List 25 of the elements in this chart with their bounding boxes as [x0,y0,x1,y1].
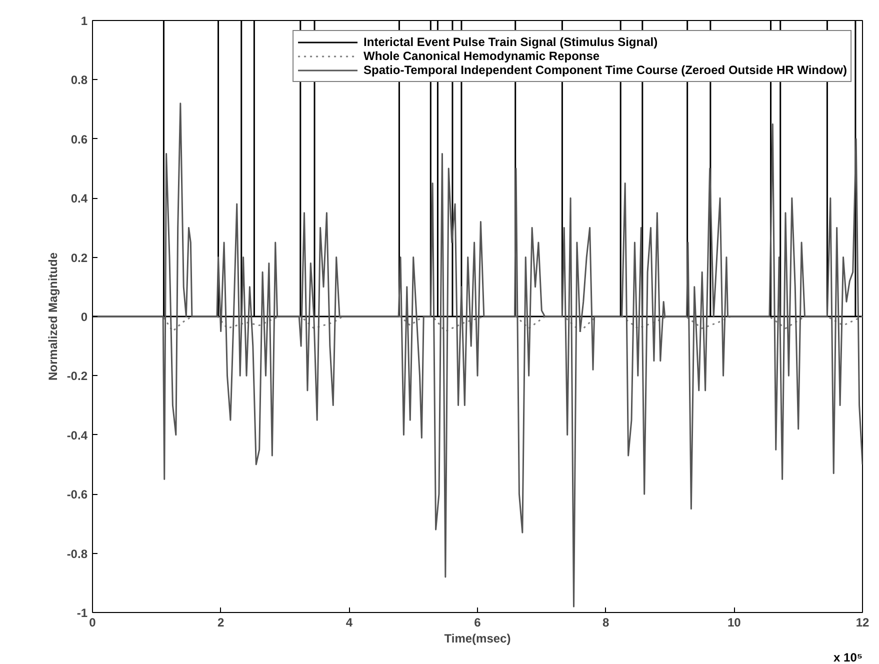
y-tick-label: -0.2 [66,369,88,384]
y-tick-label: -0.6 [66,488,88,502]
y-tick-label: -0.4 [66,428,88,442]
y-tick-label: -1 [76,606,88,620]
x-tick-label: 6 [474,616,482,630]
legend-label: Spatio-Temporal Independent Component Time Course (Zeroed Outside HR Window) [364,63,847,77]
legend-label: Interictal Event Pulse Train Signal (Stimulus Signal) [364,35,658,49]
x-tick-label: 0 [89,616,96,630]
y-tick-label: 0.2 [70,250,88,265]
legend-label: Whole Canonical Hemodynamic Reponse [364,49,600,63]
x-tick-label: 10 [727,616,742,630]
y-tick-label: 0 [80,310,88,324]
y-tick-label: 1 [80,14,88,28]
x-tick-label: 12 [856,616,870,630]
y-tick-label: 0.6 [70,132,88,146]
y-tick-label: -0.8 [66,546,88,561]
x-tick-label: 4 [346,616,353,630]
x-axis-title: Time(msec) [444,632,511,646]
text: x 10⁵ [834,650,863,664]
x-tick-label: 8 [602,616,610,630]
line-series [92,102,862,608]
y-tick-label: 0.4 [70,192,88,206]
x-tick-label: 2 [217,616,224,630]
y-axis-title: Normalized Magnitude [46,252,60,381]
y-tick-label: 0.8 [70,73,88,88]
